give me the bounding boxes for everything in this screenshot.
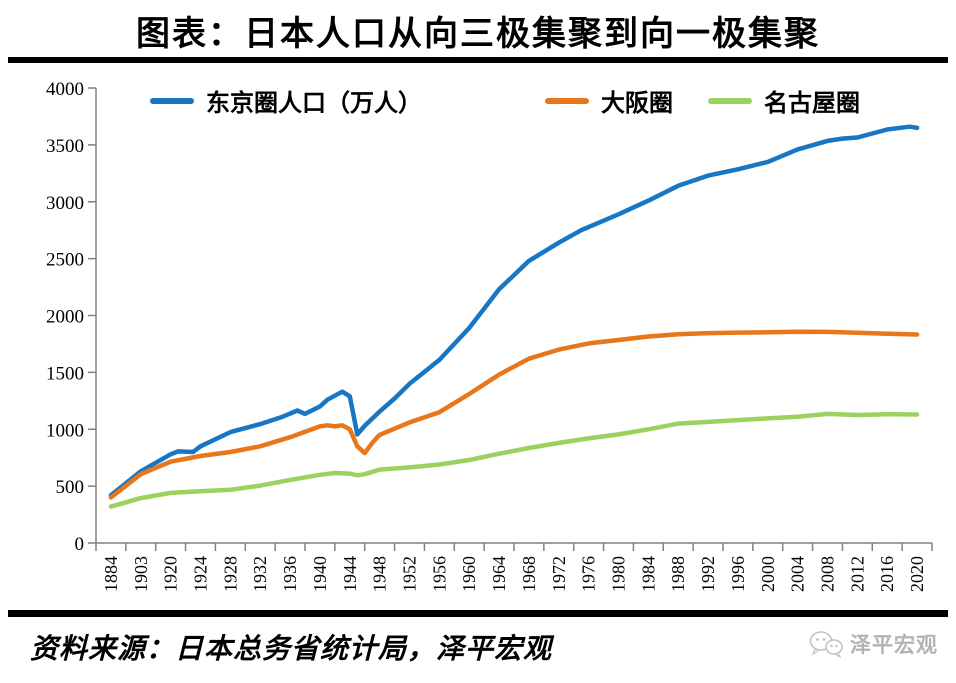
- y-axis-ticks: 0 500 1000 1500 2000 2500 3000 3500 4000: [46, 79, 96, 555]
- x-tick-label: 1952: [400, 556, 420, 592]
- x-tick-label: 1980: [609, 556, 629, 592]
- x-tick-label: 1944: [340, 556, 360, 592]
- series-line-0: [108, 124, 920, 498]
- y-tick-label: 1000: [46, 420, 84, 441]
- x-tick-label: 1928: [220, 556, 240, 592]
- y-tick-label: 1500: [46, 363, 84, 384]
- x-tick-label: 1992: [698, 556, 718, 592]
- x-tick-label: 1903: [131, 556, 151, 592]
- x-tick-label: 1964: [489, 556, 509, 592]
- legend-label-osaka: 大阪圈: [601, 91, 673, 117]
- y-tick-label: 3000: [46, 193, 84, 214]
- legend-item-nagoya: 名古屋圈: [708, 83, 860, 118]
- plot-canvas: 0 500 1000 1500 2000 2500 3000 3500 4000 1884 1903…: [46, 79, 933, 592]
- source-note: 资料来源：日本总务省统计局，泽平宏观: [30, 634, 553, 665]
- y-tick-label: 500: [56, 477, 85, 498]
- x-tick-label: 2020: [907, 556, 927, 592]
- x-tick-label: 2000: [758, 556, 778, 592]
- page-title: 图表：日本人口从向三极集聚到向一极集聚: [136, 16, 820, 53]
- legend-label-nagoya: 名古屋圈: [764, 91, 860, 117]
- chart-bottom-divider: [8, 610, 948, 617]
- watermark-label: 泽平宏观: [850, 633, 938, 657]
- x-tick-label: 1932: [250, 556, 270, 592]
- y-tick-label: 2000: [46, 307, 84, 328]
- x-tick-label: 1920: [161, 556, 181, 592]
- x-tick-label: 1984: [638, 556, 658, 592]
- x-tick-label: 1936: [280, 556, 300, 592]
- x-tick-label: 1976: [579, 556, 599, 592]
- line-chart: 0 500 1000 1500 2000 2500 3000 3500 4000 1884 1903…: [0, 65, 956, 610]
- y-tick-label: 3500: [46, 136, 84, 157]
- x-tick-label: 1972: [549, 556, 569, 592]
- legend-item-tokyo: 东京圈人口（万人）: [150, 83, 422, 118]
- x-tick-label: 1924: [191, 556, 211, 592]
- x-axis-ticks: 1884 1903 1920 1924 1928 1932 1936 1940 1944 1948…: [95, 543, 933, 592]
- x-tick-label: 1884: [101, 556, 121, 592]
- legend-swatch-nagoya: [708, 97, 752, 104]
- legend-label-tokyo: 东京圈人口（万人）: [206, 91, 422, 117]
- series-line-1: [108, 329, 920, 500]
- x-tick-label: 1956: [429, 556, 449, 592]
- x-tick-label: 1940: [310, 556, 330, 592]
- wechat-bubbles-icon: [809, 631, 843, 658]
- title-divider: [8, 57, 948, 63]
- series-line-2: [108, 411, 920, 509]
- x-tick-label: 2012: [847, 556, 867, 592]
- legend-swatch-tokyo: [150, 97, 194, 104]
- x-tick-label: 2016: [877, 556, 897, 592]
- axes: [95, 88, 932, 544]
- x-tick-label: 1996: [728, 556, 748, 592]
- x-tick-label: 1948: [370, 556, 390, 592]
- y-tick-label: 4000: [46, 79, 84, 100]
- x-tick-label: 2004: [788, 556, 808, 592]
- brand-watermark: 泽平宏观: [809, 629, 938, 659]
- x-tick-label: 1960: [459, 556, 479, 592]
- chart-legend: 东京圈人口（万人） 大阪圈 名古屋圈: [0, 83, 956, 117]
- legend-item-osaka: 大阪圈: [545, 83, 673, 118]
- legend-swatch-osaka: [545, 97, 589, 104]
- y-tick-label: 2500: [46, 250, 84, 271]
- y-tick-label: 0: [75, 534, 85, 555]
- x-tick-label: 1988: [668, 556, 688, 592]
- x-tick-label: 1968: [519, 556, 539, 592]
- x-tick-label: 2008: [818, 556, 838, 592]
